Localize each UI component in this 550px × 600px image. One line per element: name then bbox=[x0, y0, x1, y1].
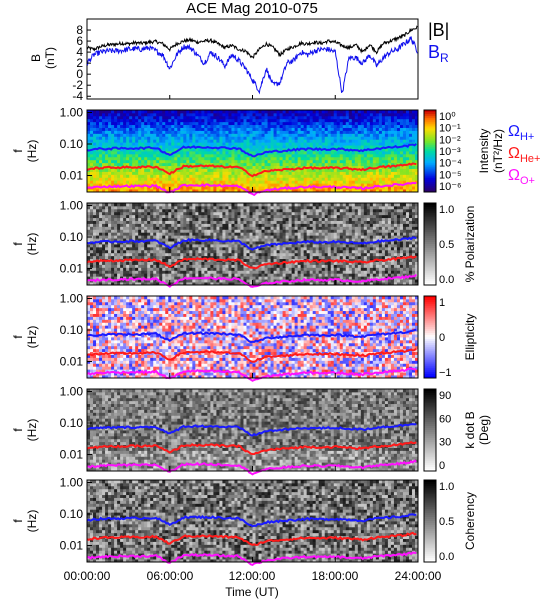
time-axis: 00:00:00 06:00:00 12:00:00 18:00:00 24:0… bbox=[64, 569, 442, 599]
freq-axis-label: f bbox=[11, 428, 25, 432]
spectrogram-panels: 1.000.100.01f (Hz)10⁰10⁻¹10⁻²10⁻³10⁻⁴10⁻⁵… bbox=[11, 105, 505, 564]
colorbar-tick-label: 10⁰ bbox=[439, 111, 456, 123]
spectrogram-heatmap bbox=[87, 480, 418, 562]
spectrogram-heatmap bbox=[87, 389, 418, 471]
freq-axis-unit: (Hz) bbox=[25, 140, 39, 163]
time-tick-label: 18:00:00 bbox=[312, 569, 359, 583]
freq-tick-label: 1.00 bbox=[60, 291, 84, 305]
colorbar: 1.0 0.5 0.0 % Polarization bbox=[424, 203, 477, 286]
colorbar-tick-label: 1 bbox=[439, 297, 445, 309]
colorbar-title: Ellipticity bbox=[463, 314, 477, 361]
freq-axis-unit: (Hz) bbox=[25, 326, 39, 349]
colorbar: 1.0 0.5 0.0 Coherency bbox=[424, 480, 477, 563]
freq-tick-label: 0.10 bbox=[60, 323, 84, 337]
colorbar-tick-label: 0.0 bbox=[439, 551, 454, 563]
b-field-plot-frame bbox=[87, 19, 418, 99]
colorbar-unit: (Deg) bbox=[477, 415, 491, 445]
colorbar-unit: (nT²/Hz) bbox=[491, 129, 505, 173]
freq-tick-label: 1.00 bbox=[60, 105, 84, 119]
freq-tick-label: 0.01 bbox=[60, 448, 84, 462]
colorbar-title: Intensity bbox=[477, 129, 491, 174]
freq-tick-label: 0.10 bbox=[60, 230, 84, 244]
spectrogram-heatmap bbox=[87, 296, 418, 378]
freq-tick-label: 0.10 bbox=[60, 507, 84, 521]
time-tick-label: 12:00:00 bbox=[229, 569, 276, 583]
colorbar-tick-label: 0 bbox=[439, 332, 445, 344]
colorbar-tick-label: 10⁻⁴ bbox=[439, 158, 462, 170]
legend-radial-b: BR bbox=[428, 42, 449, 65]
colorbar-tick-label: 10⁻¹ bbox=[439, 123, 461, 135]
legend-he-plus: ΩHe+ bbox=[508, 145, 540, 165]
colorbar-tick-label: 0.5 bbox=[439, 239, 454, 251]
time-tick-label: 06:00:00 bbox=[147, 569, 194, 583]
freq-axis-label: f bbox=[11, 242, 25, 246]
colorbar-tick-label: 10⁻³ bbox=[439, 146, 461, 158]
freq-axis-unit: (Hz) bbox=[25, 419, 39, 442]
colorbar-title: Coherency bbox=[463, 492, 477, 550]
freq-axis-unit: (Hz) bbox=[25, 233, 39, 256]
b-y-tick-label: 8 bbox=[76, 23, 83, 37]
colorbar-tick-label: 0 bbox=[439, 460, 445, 472]
time-tick-label: 00:00:00 bbox=[64, 569, 111, 583]
colorbar-tick-label: 10⁻² bbox=[439, 134, 461, 146]
freq-tick-label: 1.00 bbox=[60, 384, 84, 398]
gyro-legend: ΩH+ ΩHe+ ΩO+ bbox=[508, 123, 540, 187]
spectrogram-panel: 1.00 0.10 0.01 f (Hz) 90 60 30 0 k dot B (Deg) bbox=[11, 384, 491, 474]
colorbar-tick-label: 60 bbox=[439, 413, 451, 425]
colorbar-tick-label: 1.0 bbox=[439, 481, 454, 493]
spectrogram-panel: 1.00 0.10 0.01 f (Hz) 1.0 0.5 0.0 Coherency bbox=[11, 475, 477, 564]
time-tick-label: 24:00:00 bbox=[395, 569, 442, 583]
legend-o-plus: ΩO+ bbox=[508, 167, 535, 187]
spectrogram-panel: 1.00 0.10 0.01 f (Hz) 1 0 −1 Ellipticity bbox=[11, 291, 477, 380]
spectrogram-panel: 1.00 0.10 0.01 f (Hz) 10⁰10⁻¹10⁻²10⁻³10⁻⁴10⁻⁵… bbox=[11, 105, 505, 194]
colorbar-tick-label: −1 bbox=[439, 367, 452, 379]
colorbar-tick-label: 10⁻⁶ bbox=[439, 181, 462, 193]
legend-h-plus: ΩH+ bbox=[508, 123, 534, 143]
legend-total-b: |B| bbox=[428, 20, 449, 40]
b-field-ylabel-unit: (nT) bbox=[43, 47, 57, 69]
freq-tick-label: 0.10 bbox=[60, 137, 84, 151]
colorbar-tick-label: 10⁻⁵ bbox=[439, 169, 462, 181]
freq-axis-label: f bbox=[11, 519, 25, 523]
freq-tick-label: 0.01 bbox=[60, 169, 84, 183]
freq-tick-label: 1.00 bbox=[60, 198, 84, 212]
freq-axis-label: f bbox=[11, 149, 25, 153]
colorbar-tick-label: 0.0 bbox=[439, 274, 454, 286]
colorbar-title: k dot B bbox=[463, 411, 477, 448]
colorbar-tick-label: 30 bbox=[439, 437, 451, 449]
colorbar-title: % Polarization bbox=[463, 206, 477, 283]
spectrogram-heatmap bbox=[87, 110, 418, 192]
colorbar-tick-label: 1.0 bbox=[439, 204, 454, 216]
figure-title: ACE Mag 2010-075 bbox=[186, 0, 318, 17]
colorbar: 1 0 −1 Ellipticity bbox=[424, 296, 477, 379]
freq-tick-label: 0.10 bbox=[60, 416, 84, 430]
freq-tick-label: 0.01 bbox=[60, 262, 84, 276]
freq-tick-label: 0.01 bbox=[60, 355, 84, 369]
freq-tick-label: 0.01 bbox=[60, 539, 84, 553]
colorbar-tick-label: 0.5 bbox=[439, 516, 454, 528]
time-axis-label: Time (UT) bbox=[225, 585, 279, 599]
spectrogram-heatmap bbox=[87, 203, 418, 285]
spectrogram-panel: 1.00 0.10 0.01 f (Hz) 1.0 0.5 0.0 % Polarization bbox=[11, 198, 477, 286]
freq-axis-unit: (Hz) bbox=[25, 510, 39, 533]
freq-tick-label: 1.00 bbox=[60, 475, 84, 489]
colorbar-tick-label: 90 bbox=[439, 390, 451, 402]
colorbar: 90 60 30 0 k dot B (Deg) bbox=[424, 389, 491, 472]
freq-axis-label: f bbox=[11, 335, 25, 339]
b-field-ylabel-b: B bbox=[29, 54, 43, 62]
